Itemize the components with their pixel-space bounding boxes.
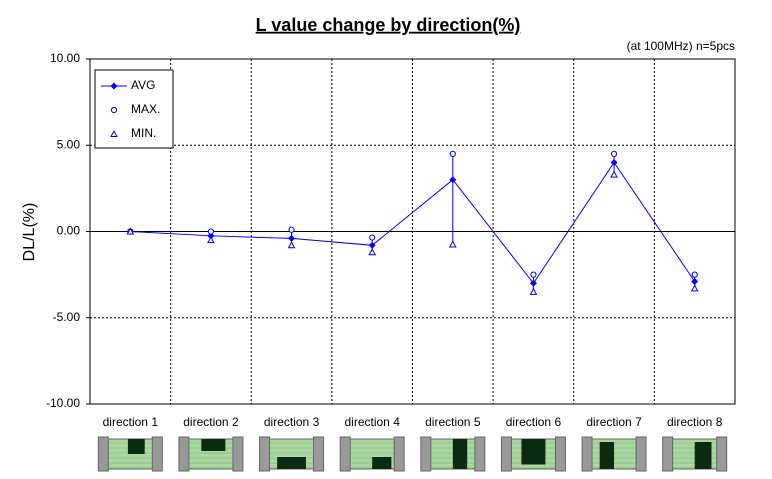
- component-terminal: [500, 436, 512, 472]
- component-icon: [500, 436, 566, 472]
- component-wire: [277, 457, 306, 469]
- component-icon: [662, 436, 728, 472]
- legend-marker: [110, 106, 118, 114]
- avg-marker: [368, 241, 376, 249]
- component-terminal: [662, 436, 674, 472]
- legend-box: [94, 69, 174, 149]
- avg-marker: [529, 279, 537, 287]
- component-terminal: [420, 436, 432, 472]
- component-wire: [521, 439, 546, 465]
- component-terminal: [339, 436, 351, 472]
- legend-label: MAX.: [131, 102, 160, 116]
- chart-subtitle: (at 100MHz) n=5pcs: [627, 39, 735, 53]
- y-tick-label: 5.00: [57, 137, 81, 151]
- x-tick-label: direction 5: [425, 415, 481, 429]
- min-marker: [448, 240, 457, 248]
- component-icon: [420, 436, 486, 472]
- min-marker: [610, 170, 618, 178]
- y-tick-label: 10.00: [50, 51, 80, 65]
- max-marker: [610, 150, 618, 157]
- y-tick-label: -10.00: [46, 396, 80, 410]
- avg-marker: [691, 278, 699, 286]
- x-tick-label: direction 4: [345, 415, 401, 429]
- component-wire: [694, 442, 712, 469]
- max-marker: [449, 150, 456, 157]
- legend-label: MIN.: [131, 126, 156, 140]
- plot-area: [89, 58, 736, 405]
- y-tick-label: 0.00: [57, 224, 81, 238]
- component-wire: [127, 439, 145, 454]
- component-icon: [97, 436, 163, 472]
- x-tick-label: direction 8: [667, 415, 723, 429]
- component-wire: [372, 457, 392, 469]
- component-icon: [178, 436, 244, 472]
- min-marker: [207, 236, 215, 244]
- component-terminal: [232, 436, 244, 472]
- component-icon: [339, 436, 405, 472]
- min-marker: [126, 227, 135, 235]
- avg-marker: [207, 232, 215, 240]
- component-terminal: [393, 436, 405, 472]
- component-terminal: [554, 436, 566, 472]
- component-terminal: [313, 436, 325, 472]
- component-terminal: [474, 436, 486, 472]
- x-tick-label: direction 3: [264, 415, 320, 429]
- legend-marker: [110, 82, 118, 90]
- x-tick-label: direction 7: [586, 415, 642, 429]
- component-terminal: [97, 436, 109, 472]
- chart-title: L value change by direction(%): [256, 15, 521, 35]
- x-tick-label: direction 1: [103, 415, 159, 429]
- min-marker: [368, 248, 377, 256]
- y-axis-label: DL/L(%): [21, 203, 38, 262]
- component-icon: [581, 436, 647, 472]
- min-marker: [287, 241, 296, 249]
- y-tick-label: -5.00: [53, 310, 81, 324]
- legend-label: AVG: [131, 78, 155, 92]
- component-wire: [452, 439, 468, 469]
- component-terminal: [151, 436, 163, 472]
- component-terminal: [716, 436, 728, 472]
- avg-marker: [288, 234, 296, 242]
- component-icon: [259, 436, 325, 472]
- component-wire: [201, 439, 226, 451]
- component-wire: [599, 442, 615, 469]
- component-terminal: [635, 436, 647, 472]
- min-marker: [529, 287, 538, 295]
- avg-line: [130, 161, 696, 285]
- max-marker: [288, 226, 295, 233]
- max-marker: [530, 271, 537, 278]
- x-tick-label: direction 6: [506, 415, 562, 429]
- component-terminal: [259, 436, 271, 472]
- avg-marker: [449, 176, 457, 184]
- max-marker: [369, 234, 376, 241]
- avg-marker: [610, 159, 618, 166]
- component-terminal: [178, 436, 190, 472]
- legend: AVG MAX. MIN.: [94, 69, 174, 149]
- max-marker: [691, 271, 698, 278]
- component-terminal: [581, 436, 593, 472]
- legend-marker: [110, 129, 118, 137]
- x-tick-label: direction 2: [183, 415, 239, 429]
- max-marker: [207, 228, 215, 235]
- min-marker: [690, 284, 699, 292]
